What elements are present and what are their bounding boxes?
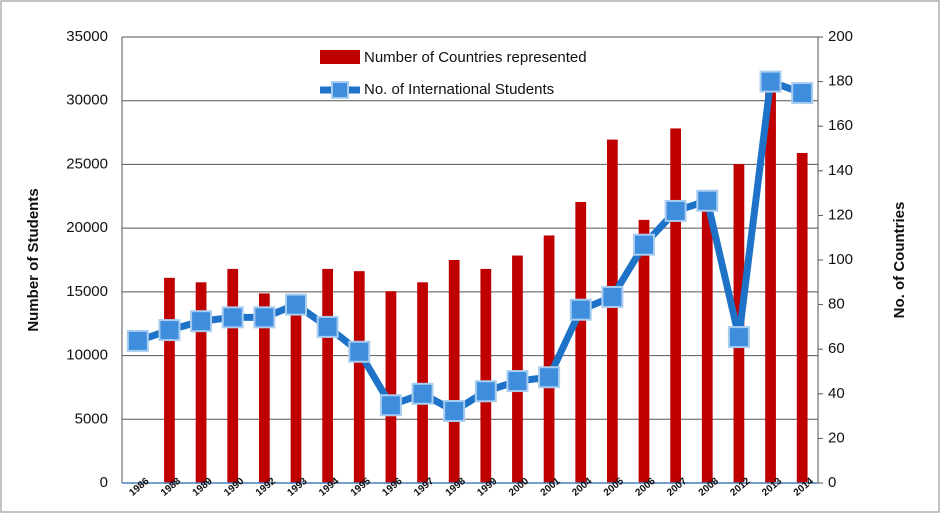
y2-tick-label: 120 xyxy=(828,206,853,223)
line-marker xyxy=(221,306,244,329)
line-marker xyxy=(791,82,814,105)
y2-tick-label: 60 xyxy=(828,340,845,357)
line-marker xyxy=(696,189,719,212)
y2-tick-label: 0 xyxy=(828,474,836,491)
bar xyxy=(480,268,492,483)
legend-label: Number of Countries represented xyxy=(364,49,587,66)
bar xyxy=(195,282,207,483)
line-marker xyxy=(759,70,782,93)
legend-label: No. of International Students xyxy=(364,81,554,98)
y-tick-label: 30000 xyxy=(66,92,108,109)
bar xyxy=(227,268,239,483)
legend-swatch xyxy=(320,50,360,64)
line-marker xyxy=(348,340,371,363)
bar xyxy=(606,139,618,483)
line-marker xyxy=(253,306,276,329)
line xyxy=(136,78,804,415)
bar xyxy=(417,282,428,483)
line-marker xyxy=(379,394,402,417)
y-tick-label: 0 xyxy=(100,474,108,491)
line-marker xyxy=(316,315,339,338)
bar xyxy=(638,219,650,484)
bar xyxy=(290,304,302,483)
y-tick-label: 15000 xyxy=(66,283,108,300)
bar xyxy=(385,291,397,483)
line-marker xyxy=(664,199,687,222)
legend-swatch xyxy=(331,81,349,99)
y2-tick-label: 80 xyxy=(828,296,845,313)
bar xyxy=(796,152,808,483)
line-marker xyxy=(506,370,529,393)
bar xyxy=(575,202,587,483)
bar xyxy=(353,271,365,483)
bar xyxy=(258,293,270,483)
line-marker xyxy=(126,329,149,352)
line-marker xyxy=(727,326,750,349)
bar xyxy=(701,210,713,483)
line-marker xyxy=(538,366,561,389)
bar xyxy=(448,260,460,483)
y-tick-label: 10000 xyxy=(66,347,108,364)
y-tick-label: 35000 xyxy=(66,28,108,45)
y2-tick-label: 100 xyxy=(828,251,853,268)
line-marker xyxy=(443,400,466,423)
line-marker xyxy=(569,298,592,321)
bar xyxy=(322,268,334,483)
y2-tick-label: 160 xyxy=(828,117,853,134)
line-marker xyxy=(158,319,181,342)
y-axis-title: Number of Students xyxy=(25,188,42,331)
y2-tick-label: 200 xyxy=(828,28,853,45)
bar xyxy=(512,255,523,483)
y-tick-label: 20000 xyxy=(66,219,108,236)
y2-axis-title: No. of Countries xyxy=(891,202,908,319)
bar xyxy=(164,277,175,483)
y-tick-label: 25000 xyxy=(66,155,108,172)
line-marker xyxy=(411,382,434,405)
line-marker xyxy=(285,293,307,316)
y2-tick-label: 140 xyxy=(828,162,853,179)
y2-tick-label: 20 xyxy=(828,429,845,446)
bar xyxy=(765,86,776,483)
y2-tick-label: 40 xyxy=(828,385,845,402)
y2-tick-label: 180 xyxy=(828,73,853,90)
line-marker xyxy=(633,233,655,256)
line-marker xyxy=(601,285,624,308)
line-marker xyxy=(474,380,497,403)
bar xyxy=(670,128,682,483)
line-marker xyxy=(190,310,213,333)
y-tick-label: 5000 xyxy=(75,410,108,427)
bar xyxy=(543,235,555,483)
